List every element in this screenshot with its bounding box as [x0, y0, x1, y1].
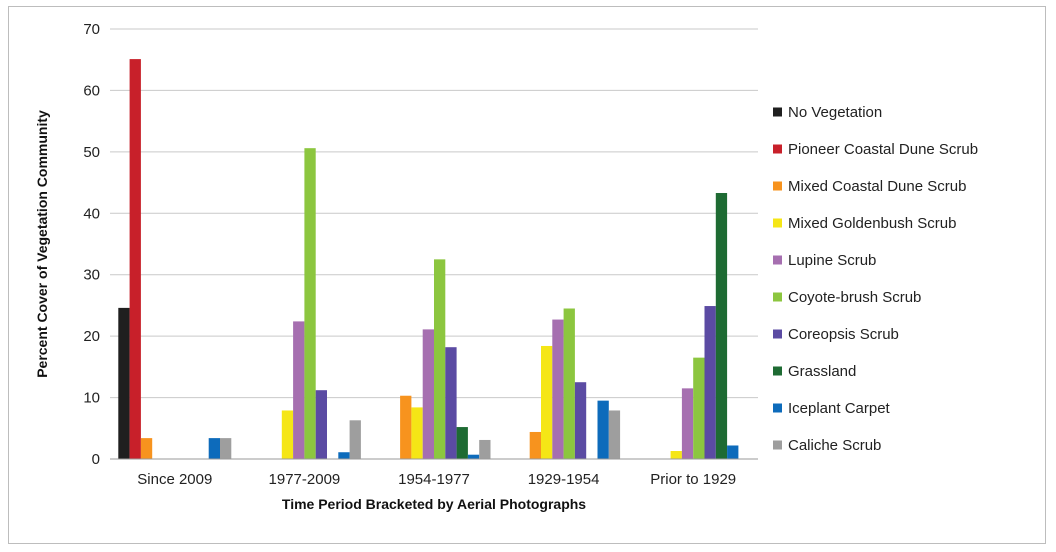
bar: [704, 306, 716, 459]
legend-swatch: [773, 107, 782, 117]
bar: [597, 400, 609, 459]
bar: [411, 407, 423, 459]
bar: [541, 345, 553, 459]
legend-entry: Mixed Goldenbush Scrub: [788, 215, 956, 232]
bar: [315, 390, 327, 459]
x-tick-label: 1977-2009: [269, 471, 341, 488]
legend-swatch: [773, 329, 782, 339]
y-tick-label: 10: [83, 390, 100, 407]
legend-swatch: [773, 292, 782, 302]
bar: [445, 347, 457, 459]
legend-entry: Iceplant Carpet: [788, 400, 891, 417]
bar: [681, 388, 694, 459]
legend-swatch: [773, 440, 782, 450]
bar: [608, 410, 621, 459]
legend-entry: Caliche Scrub: [788, 437, 881, 454]
y-tick-label: 60: [83, 82, 100, 99]
x-axis-title: Time Period Bracketed by Aerial Photogra…: [282, 496, 586, 512]
x-tick-label: 1929-1954: [528, 471, 600, 488]
bar: [293, 321, 305, 459]
bar: [552, 319, 564, 459]
x-tick-label: 1954-1977: [398, 471, 470, 488]
legend-swatch: [773, 181, 782, 191]
legend-swatch: [773, 403, 782, 413]
bars: [118, 59, 739, 459]
bar: [422, 329, 434, 459]
bar: [456, 427, 468, 459]
chart-frame: 0 10 20 30 40 50 60 70 Since 2009 1977-2009 1954-…: [8, 6, 1046, 544]
bar: [281, 410, 294, 459]
y-tick-label: 30: [83, 267, 100, 284]
bar: [349, 420, 361, 459]
y-tick-label: 0: [92, 451, 100, 468]
x-tick-label: Since 2009: [137, 471, 212, 488]
legend-swatch: [773, 218, 782, 228]
bar: [563, 308, 575, 459]
bar: [140, 438, 153, 459]
bar: [467, 454, 480, 459]
bar: [118, 307, 130, 459]
legend-entry: Mixed Coastal Dune Scrub: [788, 178, 966, 195]
legend-entry: Lupine Scrub: [788, 252, 876, 269]
legend: No Vegetation Pioneer Coastal Dune Scrub M…: [773, 104, 978, 454]
bar: [670, 451, 682, 459]
bar: [715, 193, 728, 459]
bar: [220, 438, 232, 459]
bar: [400, 395, 412, 459]
legend-swatch: [773, 255, 782, 265]
bar: [529, 431, 541, 459]
bar: [574, 382, 587, 459]
legend-entry: Grassland: [788, 363, 856, 380]
y-tick-label: 70: [83, 21, 100, 38]
y-tick-label: 20: [83, 328, 100, 345]
y-tick-label: 40: [83, 205, 100, 222]
bar: [479, 439, 491, 459]
legend-swatch: [773, 144, 782, 154]
legend-entry: No Vegetation: [788, 104, 882, 121]
bar: [304, 148, 316, 459]
legend-entry: Pioneer Coastal Dune Scrub: [788, 141, 978, 158]
bar: [434, 259, 446, 459]
legend-entry: Coyote-brush Scrub: [788, 289, 921, 306]
legend-entry: Coreopsis Scrub: [788, 326, 899, 343]
bar: [338, 452, 350, 459]
legend-swatch: [773, 366, 782, 376]
bar-chart: 0 10 20 30 40 50 60 70 Since 2009 1977-2009 1954-…: [34, 21, 978, 512]
y-tick-label: 50: [83, 144, 100, 161]
y-tick-labels: 0 10 20 30 40 50 60 70: [83, 21, 100, 468]
bar: [208, 438, 220, 459]
x-tick-label: Prior to 1929: [650, 471, 736, 488]
bar: [727, 445, 739, 459]
y-axis-title: Percent Cover of Vegetation Community: [34, 110, 50, 378]
x-tick-labels: Since 2009 1977-2009 1954-1977 1929-1954 Pri…: [137, 471, 736, 488]
bar: [693, 357, 705, 459]
bar: [129, 59, 141, 459]
